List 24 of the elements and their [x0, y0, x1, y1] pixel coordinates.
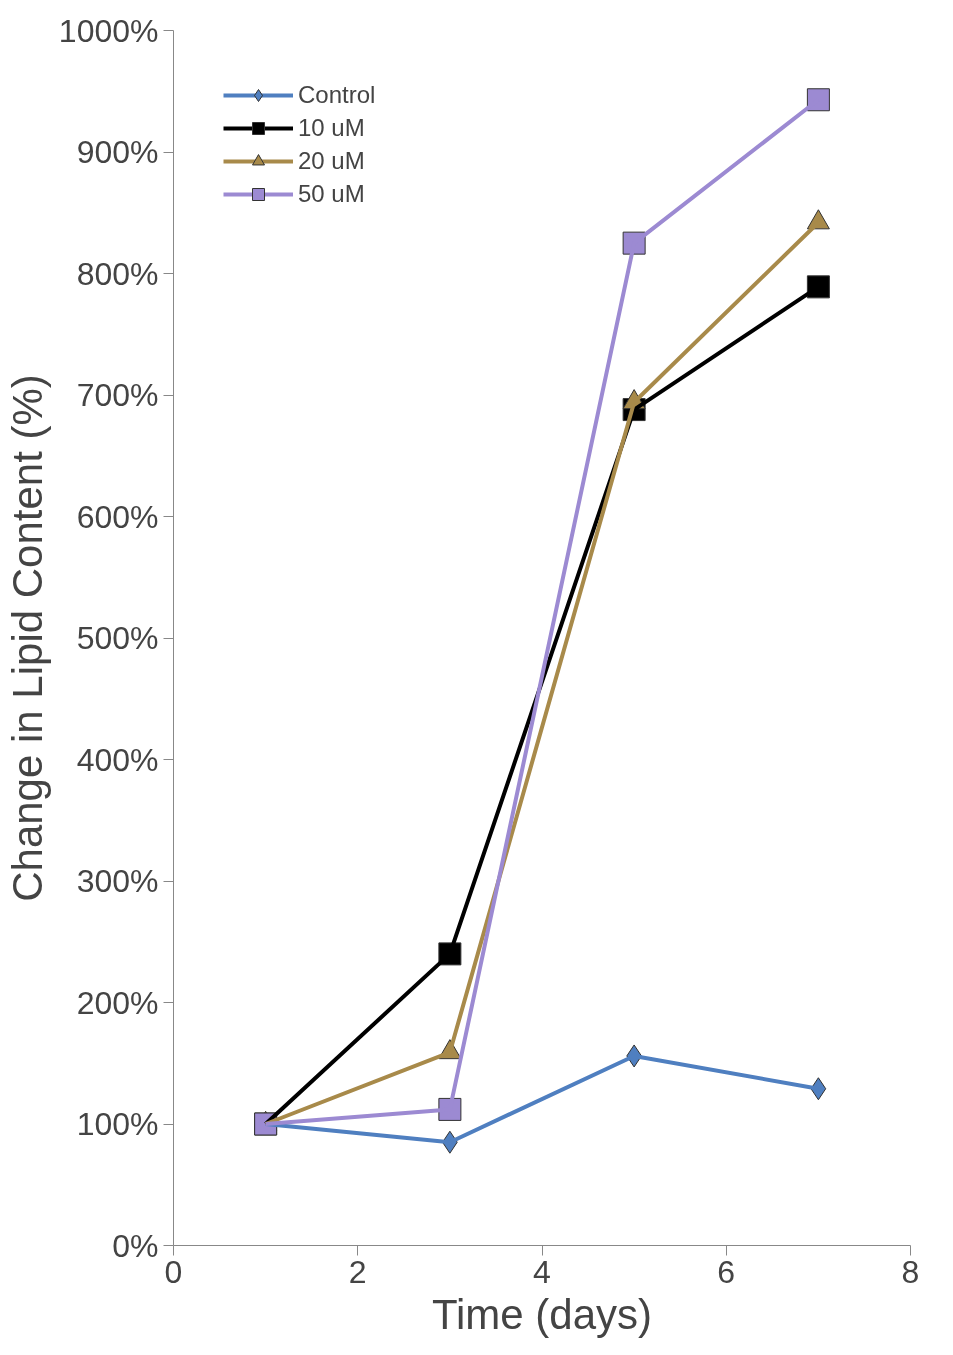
x-tick-label: 2	[348, 1253, 367, 1290]
y-tick-label: 600%	[76, 498, 159, 535]
x-tick-label: 0	[164, 1253, 183, 1290]
y-axis-title: Change in Lipid Content (%)	[3, 374, 51, 902]
x-tick-label: 6	[717, 1253, 736, 1290]
x-tick-label: 4	[533, 1253, 551, 1290]
legend-label: Control	[298, 81, 376, 109]
point	[806, 275, 830, 299]
legend-label: 50 uM	[298, 180, 365, 208]
y-tick-label: 800%	[76, 255, 159, 292]
y-tick-label: 400%	[76, 741, 159, 778]
legend-label: 10 uM	[298, 114, 365, 142]
y-tick-label: 200%	[76, 984, 159, 1021]
y-tick-label: 700%	[76, 377, 159, 413]
x-axis-title: Time (days)	[431, 1290, 653, 1338]
y-tick-label: 0%	[112, 1227, 159, 1264]
y-tick-label: 900%	[76, 134, 159, 170]
y-tick-label: 500%	[76, 620, 159, 656]
x-tick-label: 8	[901, 1253, 920, 1290]
y-tick-label: 1000%	[58, 12, 159, 49]
legend-label: 20 uM	[298, 147, 365, 175]
y-tick-label: 300%	[76, 863, 159, 899]
point	[810, 1077, 827, 1101]
y-tick-label: 100%	[76, 1106, 159, 1142]
